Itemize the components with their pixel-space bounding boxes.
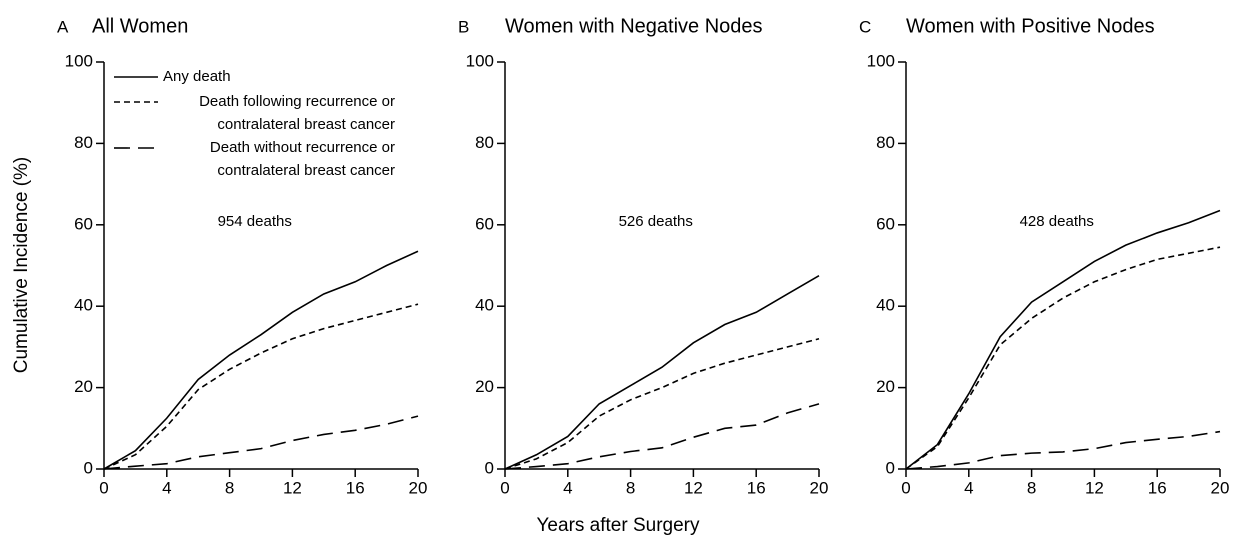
- annotation: 526 deaths: [619, 213, 693, 230]
- panel-letter: C: [859, 17, 871, 36]
- y-tick-label: 60: [74, 214, 93, 233]
- series-line: [905, 246, 1221, 470]
- panel-letter: B: [458, 17, 469, 36]
- y-tick-label: 80: [74, 133, 93, 152]
- x-tick-label: 4: [964, 478, 973, 497]
- x-tick-label: 20: [1211, 478, 1230, 497]
- y-tick-label: 20: [74, 377, 93, 396]
- x-tick-label: 0: [500, 478, 509, 497]
- y-tick-label: 60: [475, 214, 494, 233]
- y-tick-label: 0: [886, 458, 895, 477]
- legend-label: Death without recurrence or contralatera…: [209, 139, 395, 179]
- x-tick-label: 8: [225, 478, 234, 497]
- x-tick-label: 8: [1027, 478, 1036, 497]
- series-line: [103, 303, 419, 470]
- x-axis-label: Years after Surgery: [537, 515, 700, 536]
- x-tick-label: 4: [162, 478, 171, 497]
- panel-title: Women with Positive Nodes: [906, 15, 1155, 37]
- series-line: [905, 430, 1221, 470]
- series-line: [504, 274, 820, 470]
- annotation: 954 deaths: [218, 213, 292, 230]
- x-tick-label: 0: [901, 478, 910, 497]
- y-tick-label: 40: [74, 296, 93, 315]
- x-tick-label: 8: [626, 478, 635, 497]
- y-tick-label: 80: [876, 133, 895, 152]
- panel-title: All Women: [92, 15, 188, 37]
- x-tick-label: 20: [409, 478, 428, 497]
- panel-letter: A: [57, 17, 69, 36]
- series-line: [504, 403, 820, 470]
- y-tick-label: 100: [65, 51, 93, 70]
- y-axis-label: Cumulative Incidence (%): [11, 157, 32, 373]
- panel-title: Women with Negative Nodes: [505, 15, 763, 37]
- x-tick-label: 0: [99, 478, 108, 497]
- x-tick-label: 4: [563, 478, 572, 497]
- y-tick-label: 0: [84, 458, 93, 477]
- y-tick-label: 20: [475, 377, 494, 396]
- y-tick-label: 100: [867, 51, 895, 70]
- x-tick-label: 16: [747, 478, 766, 497]
- y-tick-label: 0: [485, 458, 494, 477]
- series-line: [905, 209, 1221, 470]
- x-tick-label: 16: [346, 478, 365, 497]
- legend-label: Death following recurrence or contralate…: [199, 93, 395, 133]
- x-tick-label: 16: [1148, 478, 1167, 497]
- annotation: 428 deaths: [1020, 213, 1094, 230]
- y-tick-label: 100: [466, 51, 494, 70]
- y-tick-label: 40: [876, 296, 895, 315]
- x-tick-label: 12: [684, 478, 703, 497]
- x-tick-label: 20: [810, 478, 829, 497]
- x-tick-label: 12: [283, 478, 302, 497]
- y-tick-label: 60: [876, 214, 895, 233]
- series-line: [103, 415, 419, 470]
- series-line: [504, 337, 820, 470]
- legend-label: Any death: [163, 68, 231, 85]
- y-tick-label: 80: [475, 133, 494, 152]
- y-tick-label: 20: [876, 377, 895, 396]
- series-line: [103, 250, 419, 470]
- x-tick-label: 12: [1085, 478, 1104, 497]
- y-tick-label: 40: [475, 296, 494, 315]
